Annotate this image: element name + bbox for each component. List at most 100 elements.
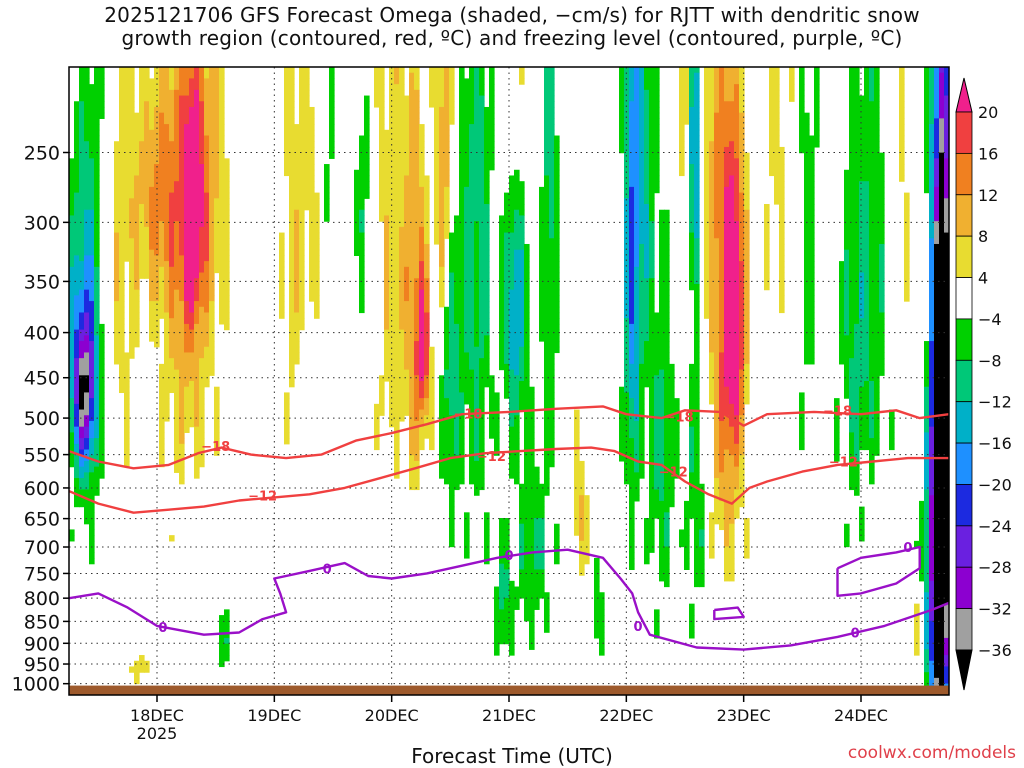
omega-cell (384, 181, 390, 188)
omega-cell (634, 455, 640, 462)
omega-cell (544, 455, 550, 462)
omega-cell (74, 209, 80, 217)
omega-cell (419, 215, 425, 222)
omega-cell (629, 289, 635, 296)
omega-cell (149, 152, 155, 159)
omega-cell (159, 209, 165, 217)
omega-cell (314, 221, 320, 228)
omega-cell (514, 329, 520, 336)
omega-cell (439, 89, 445, 97)
omega-cell (649, 518, 655, 525)
omega-cell (194, 409, 200, 416)
omega-cell (454, 221, 460, 228)
omega-cell (299, 283, 305, 291)
omega-cell (579, 483, 585, 491)
omega-cell (449, 89, 455, 97)
omega-cell (409, 209, 415, 217)
omega-cell (79, 478, 85, 485)
omega-cell (389, 409, 395, 416)
omega-cell (309, 175, 315, 182)
omega-cell (134, 204, 140, 211)
omega-cell (599, 626, 605, 633)
omega-cell (649, 129, 655, 137)
omega-cell (94, 392, 100, 399)
omega-cell (199, 215, 205, 222)
omega-cell (209, 101, 215, 108)
omega-cell (549, 289, 555, 296)
omega-cell (469, 346, 475, 354)
omega-cell (514, 478, 520, 485)
omega-cell (399, 135, 405, 142)
omega-cell (284, 141, 290, 148)
omega-cell (444, 398, 450, 405)
omega-cell (494, 626, 500, 633)
omega-cell (404, 198, 410, 205)
omega-cell (424, 301, 430, 308)
omega-cell (654, 506, 660, 513)
omega-cell (414, 106, 420, 114)
omega-cell (304, 84, 310, 91)
omega-cell (199, 381, 205, 388)
omega-cell (164, 226, 170, 234)
omega-cell (439, 295, 445, 302)
omega-cell (99, 323, 105, 331)
omega-cell (619, 124, 625, 131)
omega-cell (664, 557, 670, 565)
omega-cell (329, 106, 335, 114)
omega-cell (279, 232, 285, 239)
omega-cell (474, 341, 480, 348)
omega-cell (294, 249, 300, 256)
omega-cell (504, 381, 510, 388)
omega-cell (174, 426, 180, 433)
omega-cell (499, 221, 505, 228)
omega-cell (94, 226, 100, 234)
omega-cell (634, 272, 640, 279)
omega-cell (149, 192, 155, 199)
omega-cell (69, 535, 75, 542)
omega-cell (174, 420, 180, 428)
omega-cell (429, 101, 435, 108)
omega-cell (474, 261, 480, 268)
omega-cell (464, 78, 470, 85)
omega-cell (544, 597, 550, 605)
omega-cell (124, 118, 130, 125)
omega-cell (309, 118, 315, 125)
omega-cell (664, 438, 670, 445)
omega-cell (184, 226, 190, 234)
omega-cell (94, 204, 100, 211)
omega-cell (179, 238, 185, 245)
omega-cell (174, 255, 180, 262)
omega-cell (69, 346, 75, 354)
omega-cell (309, 243, 315, 251)
omega-cell (659, 409, 665, 416)
omega-cell (454, 392, 460, 399)
omega-cell (519, 518, 525, 525)
omega-cell (149, 124, 155, 131)
omega-cell (119, 375, 125, 382)
omega-cell (379, 169, 385, 177)
omega-cell (539, 563, 545, 570)
omega-cell (399, 204, 405, 211)
omega-cell (94, 335, 100, 342)
omega-cell (664, 518, 670, 525)
omega-cell (364, 141, 370, 148)
omega-cell (74, 141, 80, 148)
omega-cell (499, 518, 505, 525)
omega-cell (214, 204, 220, 211)
omega-cell (454, 352, 460, 359)
omega-cell (79, 78, 85, 85)
omega-cell (639, 403, 645, 411)
omega-cell (179, 118, 185, 125)
omega-cell (629, 363, 635, 371)
omega-cell (449, 84, 455, 91)
omega-cell (459, 255, 465, 262)
omega-cell (624, 89, 630, 97)
omega-cell (289, 221, 295, 228)
omega-cell (454, 375, 460, 382)
omega-cell (119, 346, 125, 354)
omega-cell (164, 249, 170, 256)
omega-cell (514, 432, 520, 439)
omega-cell (169, 152, 175, 159)
omega-cell (624, 95, 630, 102)
omega-cell (509, 243, 515, 251)
